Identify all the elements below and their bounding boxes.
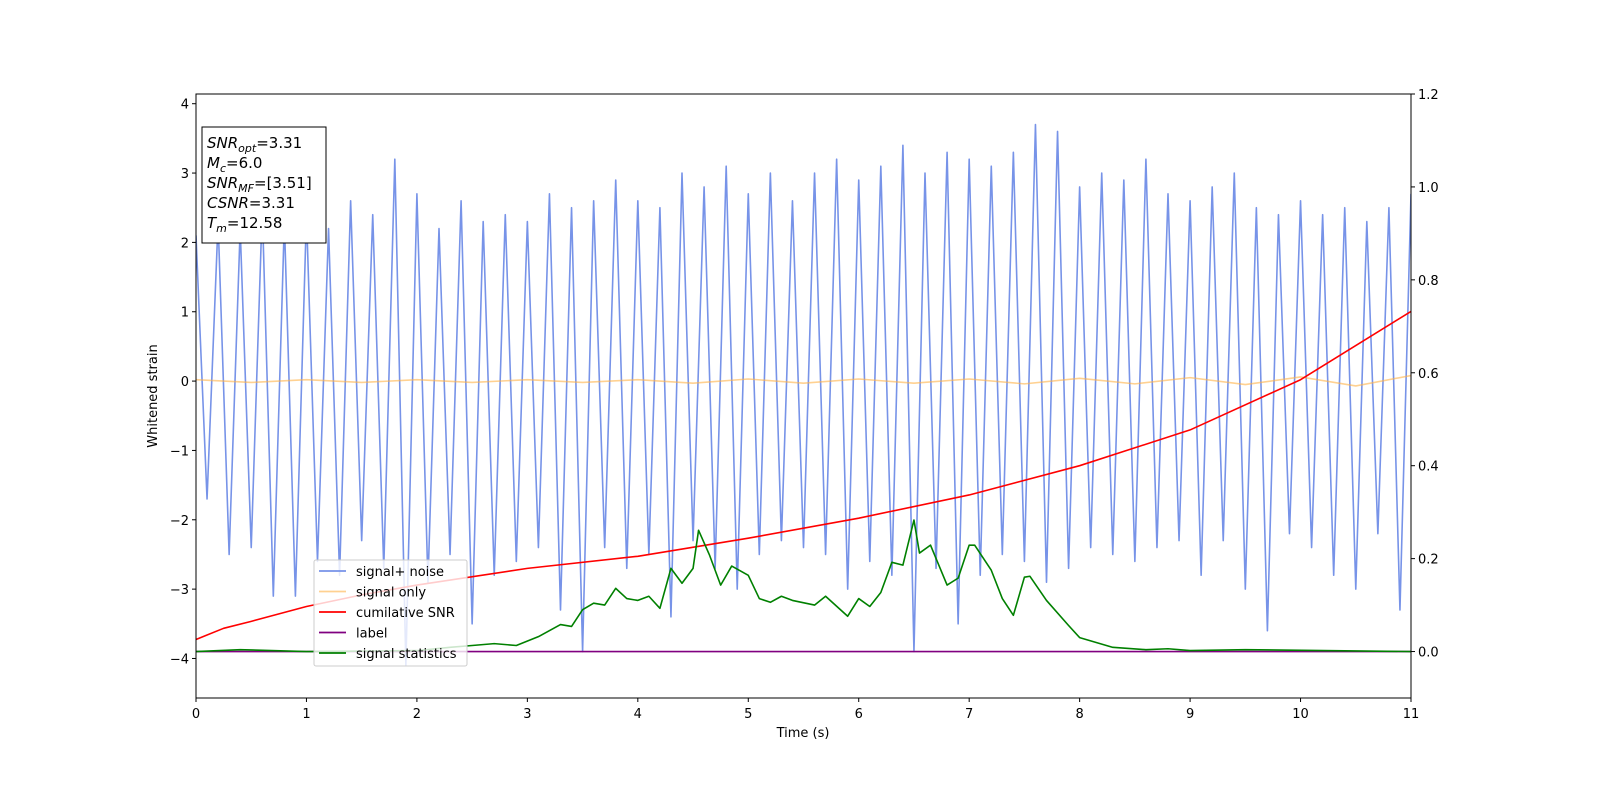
annotation-text: =6.0 <box>226 154 262 172</box>
y-tick-label: 3 <box>181 167 189 182</box>
x-tick-label: 8 <box>1075 707 1083 722</box>
x-tick-label: 2 <box>413 707 421 722</box>
annotation-symbol: SNR <box>207 174 238 192</box>
annotation-symbol: SNR <box>207 134 238 152</box>
annotation-text: =3.31 <box>249 194 295 212</box>
y-axis-label: Whitened strain <box>146 344 161 447</box>
y-tick-label: 4 <box>181 98 189 113</box>
annotation-symbol: CSNR <box>207 194 249 212</box>
series-line <box>196 123 1411 667</box>
legend-box <box>313 559 468 667</box>
legend-label: signal only <box>356 586 426 601</box>
series-line <box>196 519 1411 653</box>
annotation-text: =3.31 <box>256 134 302 152</box>
y-tick-label: 1 <box>181 306 189 321</box>
x-tick-label: 6 <box>855 707 863 722</box>
y-tick-label: 2 <box>181 236 189 251</box>
y2-tick-label: 0.8 <box>1418 274 1439 289</box>
y2-tick-label: 1.0 <box>1418 181 1439 196</box>
x-axis-label: Time (s) <box>776 726 830 741</box>
x-tick-label: 7 <box>965 707 973 722</box>
x-tick-label: 1 <box>302 707 310 722</box>
x-tick-label: 4 <box>634 707 642 722</box>
y2-tick-label: 0.0 <box>1418 646 1439 661</box>
y-tick-label: −4 <box>170 652 189 667</box>
y2-tick-label: 1.2 <box>1418 88 1439 103</box>
legend-label: signal+ noise <box>356 565 444 580</box>
annotation-subscript: opt <box>238 142 257 155</box>
x-tick-label: 3 <box>523 707 531 722</box>
legend-label: cumilative SNR <box>356 606 455 621</box>
y2-tick-label: 0.6 <box>1418 367 1439 382</box>
annotation: CSNR=3.31 <box>207 194 295 212</box>
x-tick-label: 9 <box>1186 707 1194 722</box>
y2-tick-label: 0.2 <box>1418 553 1439 568</box>
annotation: SNRopt=3.31 <box>207 134 302 155</box>
x-tick-label: 10 <box>1292 707 1309 722</box>
y-tick-label: −1 <box>170 444 189 459</box>
series-line <box>196 310 1411 641</box>
y-tick-label: −2 <box>170 514 189 529</box>
annotation-subscript: c <box>220 162 226 175</box>
y-tick-label: 0 <box>181 375 189 390</box>
y-tick-label: −3 <box>170 583 189 598</box>
annotation: Tm=12.58 <box>207 214 282 235</box>
annotation-box <box>201 126 327 244</box>
annotation-text: =[3.51] <box>254 174 312 192</box>
x-tick-label: 0 <box>192 707 200 722</box>
legend-label: signal statistics <box>356 647 457 662</box>
annotation-subscript: MF <box>238 182 254 195</box>
annotation-subscript: m <box>216 222 227 235</box>
x-tick-label: 11 <box>1403 707 1420 722</box>
series-line <box>196 374 1411 387</box>
annotation-symbol: M <box>207 154 220 172</box>
legend-label: label <box>356 627 387 642</box>
y2-tick-label: 0.4 <box>1418 460 1439 475</box>
axes-frame <box>195 93 1412 699</box>
annotation-symbol: T <box>207 214 218 232</box>
x-tick-label: 5 <box>744 707 752 722</box>
annotation: Mc=6.0 <box>207 154 262 175</box>
annotation-text: =12.58 <box>227 214 283 232</box>
annotation: SNRMF=[3.51] <box>207 174 312 195</box>
